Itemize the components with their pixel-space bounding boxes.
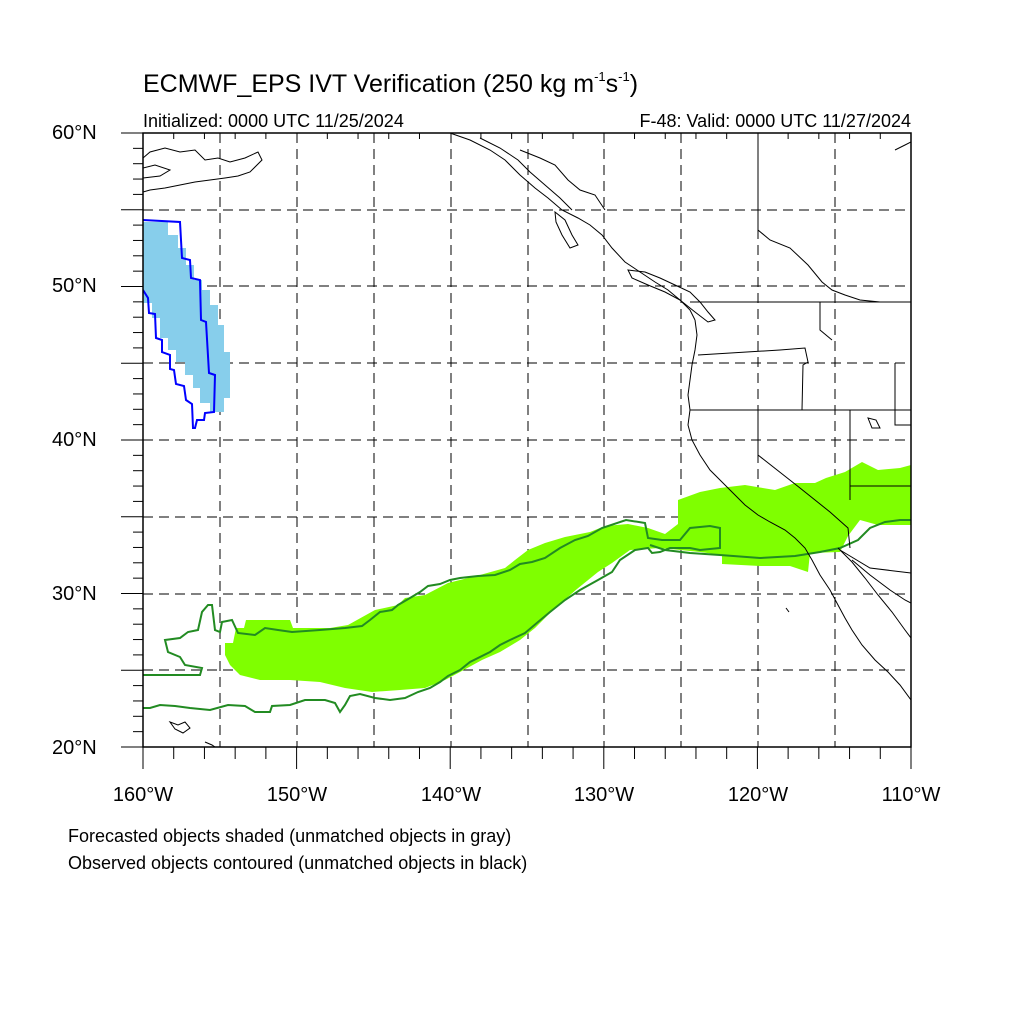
- observed-object-green-east: [649, 519, 911, 560]
- valid-time-label: F-48: Valid: 0000 UTC 11/27/2024: [639, 111, 912, 131]
- lat-label-60n: 60°N: [52, 122, 97, 144]
- lon-label-160w: 160°W: [112, 784, 174, 806]
- initialized-label: Initialized: 0000 UTC 11/25/2024: [143, 111, 404, 131]
- lon-label-150w: 150°W: [266, 784, 328, 806]
- lon-label-120w: 120°W: [727, 784, 789, 806]
- lon-label-130w: 130°W: [573, 784, 635, 806]
- forecast-object-green: [225, 462, 911, 692]
- forecast-note: Forecasted objects shaded (unmatched obj…: [68, 826, 512, 846]
- borders: [690, 133, 911, 574]
- grid-lines: [143, 133, 911, 747]
- observed-object-green: [143, 518, 721, 714]
- lon-label-140w: 140°W: [420, 784, 482, 806]
- lat-label-40n: 40°N: [52, 429, 97, 451]
- axis-ticks: [121, 132, 912, 769]
- lat-label-30n: 30°N: [52, 583, 97, 605]
- lat-label-50n: 50°N: [52, 275, 97, 297]
- observed-object-blue: [143, 219, 217, 429]
- chart-title: ECMWF_EPS IVT Verification (250 kg m-1s-…: [143, 68, 639, 98]
- lat-label-20n: 20°N: [52, 737, 97, 759]
- lon-label-110w: 110°W: [881, 784, 941, 806]
- observed-note: Observed objects contoured (unmatched ob…: [68, 853, 528, 873]
